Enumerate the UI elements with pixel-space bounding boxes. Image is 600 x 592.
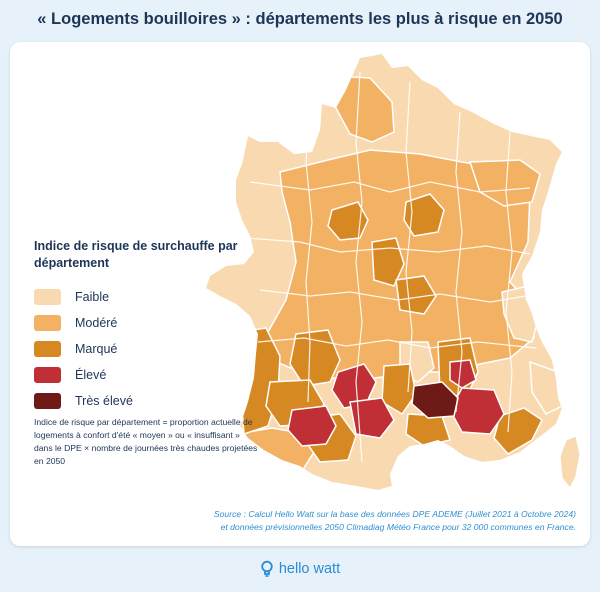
zone-marque — [381, 363, 417, 416]
zone-eleve — [349, 397, 395, 439]
methodology-note: Indice de risque par département = propo… — [34, 417, 258, 466]
source-line-1: Source : Calcul Hello Watt sur la base d… — [213, 509, 576, 519]
legend-swatch — [34, 341, 61, 357]
legend-label: Modéré — [75, 316, 118, 330]
legend-swatch — [34, 315, 61, 331]
zone-modere — [331, 75, 395, 143]
corsica — [559, 435, 581, 490]
zone-faible — [529, 360, 562, 415]
legend-item: Élevé — [34, 362, 244, 388]
legend-label: Très élevé — [75, 394, 133, 408]
france-risk-map — [206, 54, 581, 490]
zone-marque — [371, 237, 405, 287]
zone-marque — [493, 407, 543, 455]
zone-eleve — [449, 359, 477, 389]
map-card: Indice de risque de surchauffe par dépar… — [10, 42, 590, 546]
legend-item: Modéré — [34, 310, 244, 336]
legend-label: Faible — [75, 290, 110, 304]
zone-marque — [289, 329, 341, 387]
legend-label: Marqué — [75, 342, 118, 356]
legend-title: Indice de risque de surchauffe par dépar… — [34, 239, 238, 270]
legend-swatch — [34, 289, 61, 305]
page-title: « Logements bouilloires » : départements… — [37, 10, 563, 28]
lightbulb-icon — [261, 560, 273, 577]
mainland-france — [206, 54, 562, 490]
legend-list: Faible Modéré Marqué Élevé Très élevé — [34, 284, 244, 414]
legend-item: Faible — [34, 284, 244, 310]
legend: Indice de risque de surchauffe par dépar… — [34, 238, 244, 414]
zone-marque — [395, 275, 437, 315]
brand-logo: hello watt — [0, 560, 600, 578]
zone-eleve — [287, 405, 337, 447]
legend-item: Très élevé — [34, 388, 244, 414]
source-note: Source : Calcul Hello Watt sur la base d… — [136, 508, 576, 533]
legend-swatch — [34, 367, 61, 383]
brand-name: hello watt — [278, 561, 341, 577]
zone-marque — [327, 201, 369, 241]
legend-item: Marqué — [34, 336, 244, 362]
source-line-2: et données prévisionnelles 2050 Climadia… — [220, 521, 576, 532]
zone-marque — [403, 193, 445, 237]
legend-swatch — [34, 393, 61, 409]
legend-label: Élevé — [75, 368, 107, 382]
zone-tres-eleve — [411, 381, 459, 419]
